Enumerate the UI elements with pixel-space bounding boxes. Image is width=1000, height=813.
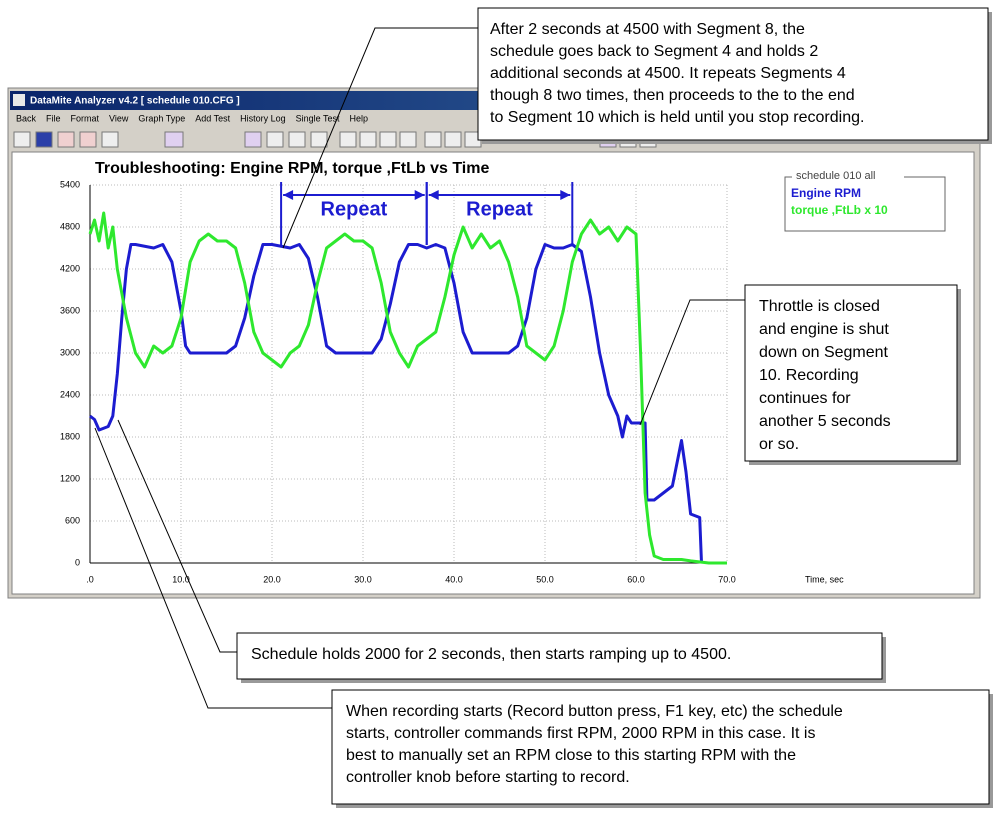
y-tick-label: 1800 — [60, 431, 80, 441]
menu-item[interactable]: Back — [16, 113, 37, 123]
legend-entry: Engine RPM — [791, 186, 861, 200]
callout-text: After 2 seconds at 4500 with Segment 8, … — [490, 21, 805, 38]
tool-button[interactable] — [79, 131, 97, 148]
arrow-head — [414, 190, 425, 200]
series-line — [88, 211, 727, 565]
callout-text: or so. — [759, 436, 799, 453]
menu-item[interactable]: View — [109, 113, 129, 123]
x-tick-label: 60.0 — [627, 574, 645, 584]
callout-text: continues for — [759, 390, 851, 407]
legend-title-bg — [792, 170, 904, 182]
callout-text: controller knob before starting to recor… — [346, 769, 630, 786]
legend-title: schedule 010 all — [796, 170, 876, 182]
tool-button[interactable] — [399, 131, 417, 148]
y-tick-label: 4800 — [60, 221, 80, 231]
leader-line — [282, 27, 478, 249]
tool-button[interactable] — [359, 131, 377, 148]
tool-button[interactable] — [13, 131, 31, 148]
callout-text: though 8 two times, then proceeds to the… — [490, 87, 855, 104]
callout-text: Schedule holds 2000 for 2 seconds, then … — [251, 646, 731, 663]
y-tick-label: 3600 — [60, 305, 80, 315]
leader-line — [117, 419, 237, 653]
y-tick-label: 4200 — [60, 263, 80, 273]
callout-text: another 5 seconds — [759, 413, 891, 430]
y-tick-label: 0 — [75, 557, 80, 567]
chart-title: Troubleshooting: Engine RPM, torque ,FtL… — [95, 160, 489, 177]
menu-item[interactable]: Format — [71, 113, 100, 123]
app-icon — [13, 94, 25, 106]
tool-button[interactable] — [310, 131, 328, 148]
tool-button[interactable] — [339, 131, 357, 148]
callout-text: best to manually set an RPM close to thi… — [346, 747, 796, 764]
legend-box — [784, 176, 946, 232]
annotations: After 2 seconds at 4500 with Segment 8, … — [94, 7, 993, 808]
tool-button[interactable] — [101, 131, 119, 148]
menu-item[interactable]: Single Test — [296, 113, 340, 123]
x-tick-label: 30.0 — [354, 574, 372, 584]
callout-text: Throttle is closed — [759, 298, 880, 315]
series-line — [89, 243, 703, 564]
window-title: DataMite Analyzer v4.2 [ schedule 010.CF… — [30, 96, 240, 107]
menu-item[interactable]: Help — [350, 113, 369, 123]
callout-box — [477, 7, 989, 141]
tool-button[interactable] — [424, 131, 442, 148]
callout-text: and engine is shut — [759, 321, 889, 338]
callout-text: When recording starts (Record button pre… — [346, 703, 843, 720]
annotation-text: Repeat — [321, 198, 388, 220]
x-tick-label: 10.0 — [172, 574, 190, 584]
x-tick-label: 70.0 — [718, 574, 736, 584]
callout-text: down on Segment — [759, 344, 889, 361]
arrow-head — [283, 190, 294, 200]
tool-button[interactable] — [379, 131, 397, 148]
menu-item[interactable]: File — [46, 113, 61, 123]
y-tick-label: 2400 — [60, 389, 80, 399]
plot: 0 600 1200 1800 2400 3000 3600 4200 4800 5400 .0 10… — [60, 179, 736, 584]
callout-text: schedule goes back to Segment 4 and hold… — [490, 43, 818, 60]
callout-text: to Segment 10 which is held until you st… — [490, 109, 864, 126]
y-tick-label: 5400 — [60, 179, 80, 189]
y-tick-label: 3000 — [60, 347, 80, 357]
menu-item[interactable]: History Log — [240, 113, 286, 123]
tool-button[interactable] — [57, 131, 75, 148]
y-tick-label: 1200 — [60, 473, 80, 483]
legend-entry: torque ,FtLb x 10 — [791, 203, 888, 217]
callout-box — [331, 689, 990, 805]
tool-button[interactable] — [35, 131, 53, 148]
menu-item[interactable]: Add Test — [195, 113, 230, 123]
tool-button[interactable] — [244, 131, 262, 148]
annotation-text: Repeat — [466, 198, 533, 220]
x-tick-label: .0 — [86, 574, 94, 584]
callout-text: additional seconds at 4500. It repeats S… — [490, 65, 846, 82]
x-axis-label: Time, sec — [805, 574, 844, 584]
arrow-head — [428, 190, 439, 200]
leader-line — [94, 427, 332, 709]
tool-button[interactable] — [444, 131, 462, 148]
callout-text: starts, controller commands first RPM, 2… — [346, 725, 815, 742]
callout-box — [236, 632, 883, 680]
x-tick-label: 40.0 — [445, 574, 463, 584]
callout-box — [744, 284, 958, 462]
y-tick-label: 600 — [65, 515, 80, 525]
menu-item[interactable]: Graph Type — [138, 113, 185, 123]
tool-button[interactable] — [164, 131, 184, 148]
menu-bar: Back File Format View Graph Type Add Test Hist… — [16, 113, 368, 123]
arrow-head — [560, 190, 571, 200]
tool-button[interactable] — [266, 131, 284, 148]
callout-text: 10. Recording — [759, 367, 859, 384]
x-tick-label: 50.0 — [536, 574, 554, 584]
x-tick-label: 20.0 — [263, 574, 281, 584]
leader-line — [639, 299, 745, 426]
tool-button[interactable] — [288, 131, 306, 148]
